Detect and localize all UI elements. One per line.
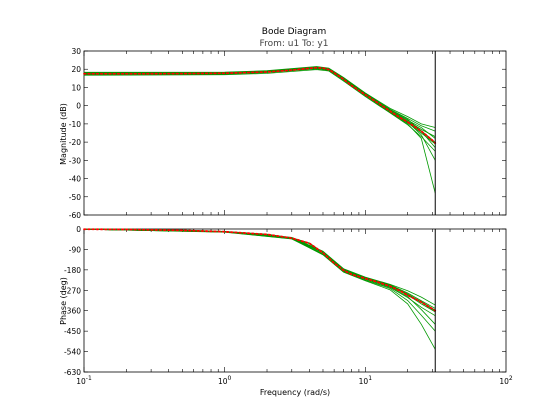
phase-curves <box>83 228 437 350</box>
magnitude-y-tick-label: -40 <box>69 175 81 184</box>
phase-y-tick-label: -630 <box>64 368 81 377</box>
magnitude-y-tick-label: -20 <box>69 138 81 147</box>
magnitude-y-axis-label: Magnitude (dB) <box>59 103 68 165</box>
magnitude-plot-frame <box>83 50 507 216</box>
magnitude-nominal-curve <box>83 66 437 144</box>
phase-axes: 0 -90 -180 -270 -360 -450 -540 -630 <box>64 225 507 377</box>
phase-y-tick-label: -270 <box>64 286 81 295</box>
chart-title: Bode Diagram <box>262 27 326 37</box>
x-tick-labels: 10-1 100 101 102 <box>76 375 513 386</box>
phase-y-axis-label: Phase (deg) <box>59 277 68 325</box>
phase-nominal-curve <box>83 228 437 312</box>
phase-sample-curve-6 <box>83 228 436 350</box>
magnitude-ticks: 30 20 10 0 -10 -20 -30 -40 -50 -60 <box>69 47 506 220</box>
magnitude-sample-curve-4 <box>83 66 436 128</box>
magnitude-y-tick-label: 20 <box>71 65 81 74</box>
magnitude-y-tick-label: 0 <box>76 102 81 111</box>
phase-y-tick-label: -90 <box>69 245 81 254</box>
x-tick-label: 100 <box>218 375 232 386</box>
magnitude-y-tick-label: -50 <box>69 193 81 202</box>
magnitude-y-tick-label: -30 <box>69 156 81 165</box>
magnitude-y-tick-label: -10 <box>69 120 81 129</box>
phase-y-tick-label: -360 <box>64 307 81 316</box>
chart-subtitle: From: u1 To: y1 <box>260 39 329 49</box>
phase-y-tick-label: -180 <box>64 266 81 275</box>
phase-plot-frame <box>83 228 507 373</box>
magnitude-axes: 30 20 10 0 -10 -20 -30 -40 -50 -60 <box>69 47 507 220</box>
phase-ticks: 0 -90 -180 -270 -360 -450 -540 -630 <box>64 225 506 377</box>
magnitude-y-tick-label: -60 <box>69 211 81 220</box>
magnitude-curves <box>83 66 437 194</box>
magnitude-y-tick-label: 30 <box>71 47 81 56</box>
phase-y-tick-label: 0 <box>76 225 81 234</box>
x-tick-label: 101 <box>359 375 373 386</box>
x-tick-label: 102 <box>499 375 513 386</box>
magnitude-y-tick-label: 10 <box>71 83 81 92</box>
x-tick-label: 10-1 <box>76 375 92 386</box>
x-axis-label: Frequency (rad/s) <box>260 388 330 397</box>
phase-y-tick-label: -540 <box>64 348 81 357</box>
phase-y-tick-label: -450 <box>64 327 81 336</box>
